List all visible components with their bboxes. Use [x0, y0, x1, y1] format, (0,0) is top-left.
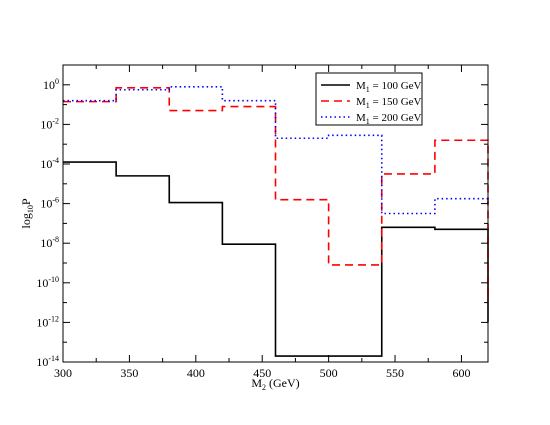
text-run: 2: [262, 383, 266, 392]
text-run: M: [251, 376, 262, 390]
axes: 300 350 400 450 500 550 60010-1410-1210-1010-8…: [19, 64, 489, 392]
text-run: M: [356, 80, 366, 92]
text-run: 10: [36, 276, 48, 290]
text-run: -12: [48, 314, 59, 323]
y-tick-label: 10-8: [40, 235, 59, 250]
text-run: 10: [40, 197, 52, 211]
legend-label-2: M1 = 150 GeV: [356, 96, 422, 110]
x-tick-label: 400: [187, 366, 205, 380]
x-tick-label: 500: [320, 366, 338, 380]
legend-label-1: M1 = 100 GeV: [356, 80, 422, 94]
text-run: 10: [26, 205, 35, 213]
series-line-3: [63, 85, 489, 215]
text-run: M: [356, 112, 366, 124]
text-run: M: [356, 96, 366, 108]
text-run: -10: [48, 275, 59, 284]
text-run: log: [19, 213, 33, 228]
x-tick-label: 450: [253, 366, 271, 380]
text-run: 1: [366, 101, 370, 110]
text-run: 10: [43, 78, 55, 92]
text-run: 1: [366, 85, 370, 94]
text-run: 0: [55, 77, 59, 86]
y-tick-label: 10-4: [40, 156, 59, 171]
text-run: -8: [52, 235, 59, 244]
y-tick-label: 10-12: [36, 314, 59, 329]
y-tick-label: 100: [43, 77, 59, 92]
text-run: (GeV): [266, 376, 300, 390]
text-run: -4: [52, 156, 59, 165]
text-run: 10: [36, 355, 48, 369]
y-axis-label: log10P: [19, 198, 35, 228]
text-run: -6: [52, 196, 59, 205]
legend-box: [315, 72, 423, 126]
x-axis-label: M2 (GeV): [251, 376, 299, 392]
text-run: 10: [40, 117, 52, 131]
text-run: -2: [52, 116, 59, 125]
y-tick-label: 10-10: [36, 275, 59, 290]
plot-frame: [62, 64, 489, 363]
y-tick-label: 10-2: [40, 116, 59, 131]
text-run: -14: [48, 354, 59, 363]
series-line-1: [63, 161, 489, 357]
y-tick-label: 10-14: [36, 354, 59, 369]
text-run: = 200 GeV: [370, 112, 422, 124]
text-run: = 100 GeV: [370, 80, 422, 92]
legend-label-3: M1 = 200 GeV: [356, 112, 422, 126]
x-tick-label: 550: [386, 366, 404, 380]
y-tick-label: 10-6: [40, 196, 59, 211]
x-tick-label: 300: [54, 366, 72, 380]
text-run: 10: [40, 157, 52, 171]
text-run: = 150 GeV: [370, 96, 422, 108]
series-curves: [63, 85, 489, 357]
text-run: 1: [366, 117, 370, 126]
x-tick-label: 350: [120, 366, 138, 380]
x-tick-label: 600: [452, 366, 470, 380]
text-run: P: [19, 198, 33, 205]
text-run: 10: [40, 236, 52, 250]
text-run: 10: [36, 315, 48, 329]
